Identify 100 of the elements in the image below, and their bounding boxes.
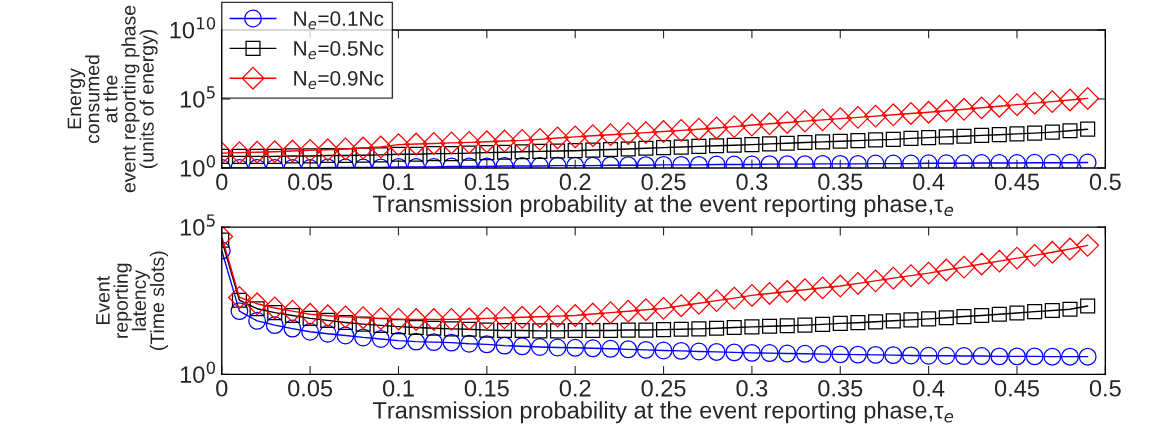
point: [281, 299, 304, 323]
x-tick-label: 0.05: [288, 379, 333, 397]
point: [510, 305, 534, 329]
point: [778, 344, 797, 363]
point: [652, 296, 675, 320]
point: [616, 299, 640, 323]
point: [901, 346, 920, 365]
point: [567, 322, 583, 339]
point: [990, 347, 1009, 366]
point: [301, 322, 320, 341]
point: [744, 319, 760, 335]
point: [426, 320, 442, 336]
y-tick-label: 10$^{5}$: [180, 86, 215, 108]
point: [1062, 301, 1078, 317]
x-tick-label: 0.3: [736, 379, 768, 397]
point: [513, 337, 532, 356]
x-tick-label: 0.05: [288, 173, 333, 191]
point: [813, 345, 832, 364]
x-tick-label: 0.5: [1089, 379, 1121, 397]
point: [955, 347, 973, 366]
point: [669, 294, 693, 318]
point: [689, 342, 708, 361]
x-axis-title: Transmission probability at the event reporting phase,τ$_{e}$: [372, 401, 954, 424]
point: [972, 347, 991, 366]
point: [566, 338, 585, 357]
x-tick-label: 0.4: [913, 173, 945, 191]
x-tick-label: 0.3: [736, 173, 768, 191]
x-tick-label: 0.45: [994, 173, 1039, 191]
x-tick-label: 0.1: [382, 173, 414, 191]
point: [866, 345, 885, 364]
point: [881, 266, 905, 290]
x-tick-label: 0.15: [464, 379, 509, 397]
legend-label: N$_{e}$=0.5Nc: [294, 41, 384, 60]
x-tick-label: 0.4: [913, 379, 945, 397]
x-tick-label: 0.15: [464, 173, 509, 191]
point: [1025, 347, 1044, 366]
point: [460, 334, 479, 353]
point: [885, 313, 901, 329]
x-tick-label: 0.45: [994, 379, 1039, 397]
x-tick-label: 0.35: [818, 379, 863, 397]
point: [811, 276, 835, 300]
x-axis-title: Transmission probability at the event reporting phase,τ$_{e}$: [372, 194, 954, 217]
point: [514, 322, 530, 339]
point: [601, 339, 620, 358]
point: [407, 332, 426, 351]
point: [583, 339, 602, 358]
point: [991, 306, 1007, 322]
point: [1043, 347, 1062, 366]
point: [970, 252, 994, 276]
point: [318, 324, 337, 343]
point: [638, 322, 654, 338]
point: [493, 306, 516, 330]
x-tick-label: 0.1: [382, 379, 414, 397]
point: [1044, 302, 1060, 319]
point: [758, 282, 782, 305]
point: [848, 345, 867, 364]
point: [655, 322, 672, 338]
point: [956, 308, 972, 325]
point: [620, 322, 636, 338]
point: [636, 340, 655, 359]
point: [371, 329, 390, 348]
point: [549, 323, 566, 339]
point: [479, 322, 495, 338]
point: [532, 323, 548, 339]
point: [496, 322, 513, 339]
point: [602, 322, 619, 339]
point: [691, 321, 707, 337]
point: [868, 314, 884, 330]
point: [762, 318, 778, 334]
point: [283, 319, 302, 338]
point: [1005, 246, 1029, 270]
point: [726, 319, 742, 336]
point: [828, 274, 852, 298]
point: [775, 280, 799, 303]
point: [831, 345, 850, 364]
point: [619, 340, 638, 359]
point: [351, 306, 375, 330]
point: [404, 308, 428, 331]
x-tick-label: 0.2: [559, 173, 591, 191]
point: [1061, 347, 1079, 366]
point: [334, 305, 357, 329]
point: [1008, 347, 1026, 366]
legend-label: N$_{e}$=0.1Nc: [294, 11, 384, 30]
point: [797, 317, 813, 333]
point: [316, 304, 340, 328]
point: [974, 307, 990, 324]
point: [387, 307, 410, 331]
point: [742, 343, 761, 362]
point: [917, 261, 941, 285]
point: [919, 346, 938, 365]
point: [779, 318, 795, 334]
x-tick-label: 0.25: [641, 173, 686, 191]
point: [443, 321, 460, 337]
point: [546, 304, 569, 328]
y-tick-label: 10$^{5}$: [180, 214, 215, 236]
point: [725, 343, 744, 362]
point: [934, 258, 958, 282]
point: [585, 322, 601, 339]
point: [793, 278, 817, 302]
y-axis-title: Energy consumed at the event reporting phase (units of energy): [67, 5, 158, 193]
